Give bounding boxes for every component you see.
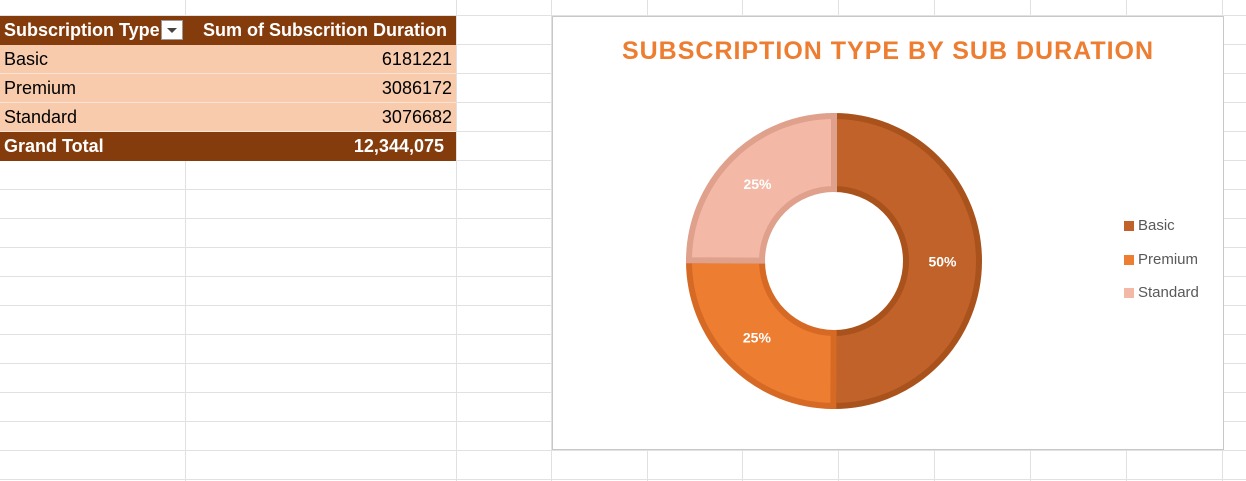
legend-label: Basic xyxy=(1138,217,1175,234)
row-label: Standard xyxy=(4,107,78,127)
chart-title[interactable]: SUBSCRIPTION TYPE BY SUB DURATION xyxy=(621,37,1155,65)
donut-slice-standard[interactable] xyxy=(685,112,837,264)
legend-swatch xyxy=(1124,221,1134,231)
pivot-header-row: Subscription Type Sum of Subscrition Dur… xyxy=(0,16,456,45)
data-label-standard[interactable]: 25% xyxy=(743,176,772,192)
row-value: 3076682 xyxy=(381,107,452,127)
filter-dropdown-button[interactable] xyxy=(161,20,183,40)
header-sum-duration[interactable]: Sum of Subscrition Duration xyxy=(202,20,447,40)
donut-slice-basic[interactable] xyxy=(830,112,983,409)
donut-slice-premium[interactable] xyxy=(686,257,837,410)
pivot-row-basic[interactable]: Basic 6181221 xyxy=(0,45,456,74)
row-label: Basic xyxy=(4,49,49,69)
pivot-row-premium[interactable]: Premium 3086172 xyxy=(0,74,456,103)
legend-swatch xyxy=(1124,254,1134,265)
pivot-row-standard[interactable]: Standard 3076682 xyxy=(0,103,456,132)
data-label-premium[interactable]: 25% xyxy=(743,329,772,345)
legend-label: Premium xyxy=(1138,250,1199,268)
legend-label: Standard xyxy=(1138,284,1199,301)
row-label: Premium xyxy=(4,78,77,98)
data-label-basic[interactable]: 50% xyxy=(928,253,957,269)
total-value: 12,344,075 xyxy=(353,136,444,156)
donut-chart-area[interactable]: SUBSCRIPTION TYPE BY SUB DURATION 50% 25%… xyxy=(552,16,1224,450)
header-subscription-type[interactable]: Subscription Type xyxy=(4,20,160,40)
pivot-table: Subscription Type Sum of Subscrition Dur… xyxy=(0,16,456,161)
legend-swatch xyxy=(1124,288,1134,298)
donut-chart[interactable]: 50% 25% 25% xyxy=(553,17,1223,449)
pivot-grand-total-row[interactable]: Grand Total 12,344,075 xyxy=(0,132,456,161)
row-value: 3086172 xyxy=(381,78,452,98)
total-label: Grand Total xyxy=(4,136,104,156)
row-value: 6181221 xyxy=(381,49,452,69)
